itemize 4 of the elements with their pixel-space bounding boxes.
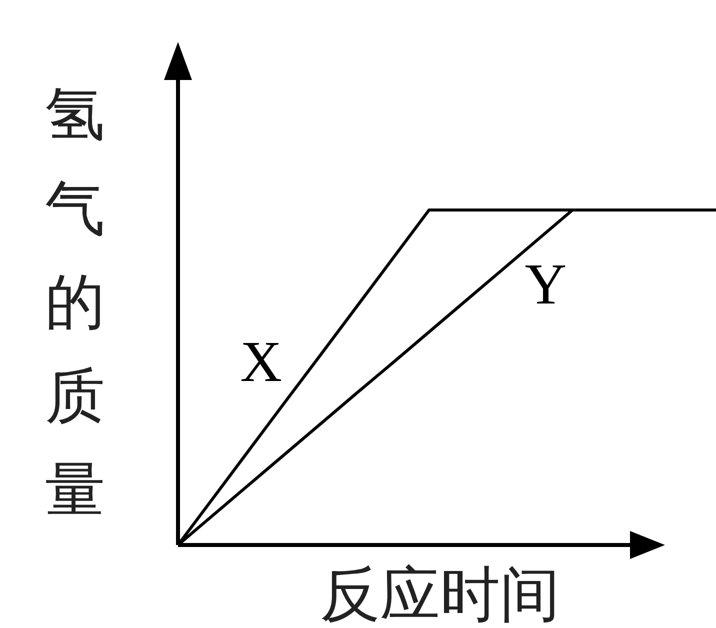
y-axis-title: 氢气的质量 [45,80,105,525]
series-label: X [240,328,282,394]
x-axis-title: 反应时间 [320,560,560,628]
series-label: Y [524,252,567,317]
